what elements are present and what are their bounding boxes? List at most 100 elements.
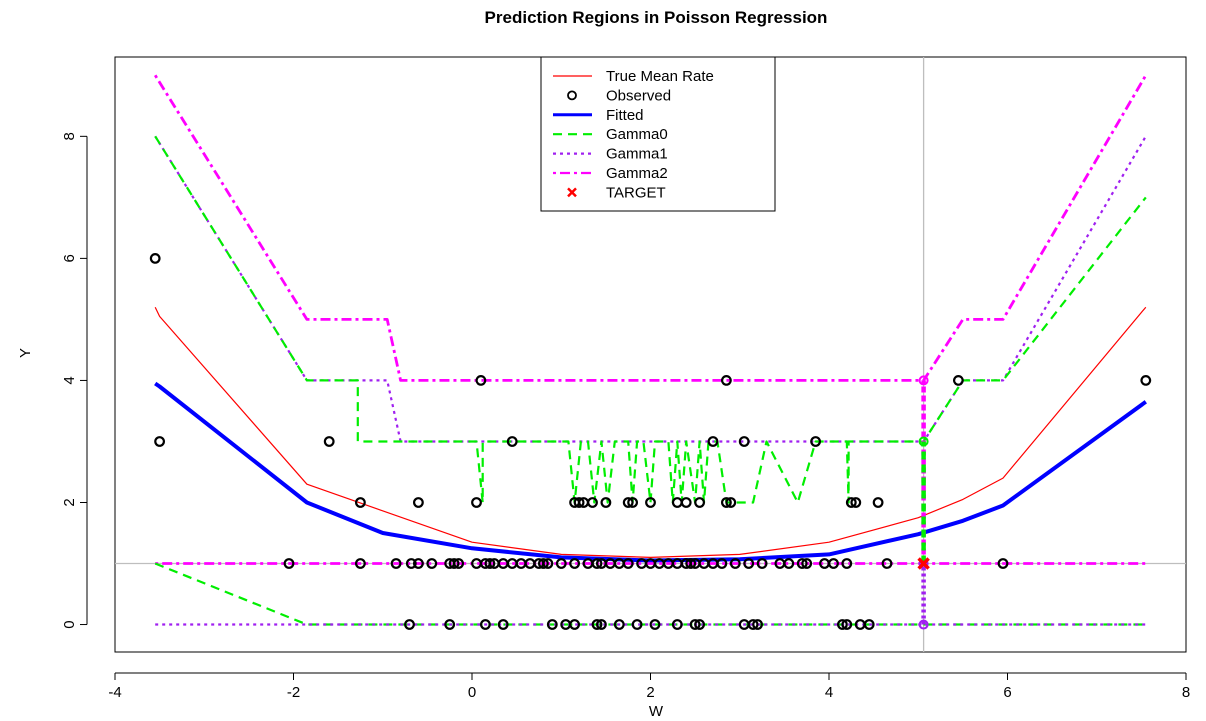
- observed-point: [587, 497, 598, 508]
- y-tick-label: 8: [61, 132, 78, 140]
- observed-point: [796, 558, 808, 569]
- series-fitted: [154, 381, 1147, 563]
- observed-point: [694, 619, 705, 630]
- x-axis: -4 -2 0 2 4 6 8: [108, 672, 1190, 701]
- observed-point: [747, 619, 759, 630]
- x-tick-label: 0: [468, 684, 476, 701]
- observed-point: [426, 558, 438, 569]
- y-axis-label: Y: [17, 348, 34, 358]
- observed-point: [390, 558, 402, 569]
- legend: True Mean Rate Observed Fitted Gamma0 Gamma1…: [540, 56, 776, 212]
- legend-fitted-label: Fitted: [606, 107, 644, 124]
- observed-point: [480, 619, 491, 630]
- observed-point: [721, 497, 732, 508]
- observed-point: [404, 619, 415, 630]
- observed-point: [323, 436, 335, 447]
- observed-point: [685, 558, 697, 569]
- target-marker: [917, 557, 930, 570]
- observed-point: [810, 436, 821, 447]
- observed-point: [631, 619, 643, 630]
- x-tick-label: 4: [825, 684, 833, 701]
- legend-observed-label: Observed: [606, 87, 671, 104]
- series-true-mean-rate: [154, 306, 1147, 559]
- observed-point: [546, 619, 558, 630]
- observed-point: [689, 619, 701, 630]
- x-tick-label: 6: [1003, 684, 1011, 701]
- observed-point: [721, 375, 732, 386]
- observed-point: [872, 497, 884, 508]
- observed-point: [729, 558, 741, 569]
- observed-point: [881, 558, 893, 569]
- observed-point: [752, 619, 763, 630]
- observed-point: [694, 497, 705, 508]
- observed-point: [573, 497, 585, 508]
- observed-point: [600, 497, 612, 508]
- series-layer: [154, 74, 1148, 626]
- observed-point: [841, 619, 853, 630]
- x-tick-label: -2: [287, 684, 300, 701]
- observed-point: [555, 558, 567, 569]
- x-tick-label: 8: [1182, 684, 1190, 701]
- observed-point: [569, 558, 580, 569]
- observed-point: [671, 619, 683, 630]
- observed-point: [622, 558, 634, 569]
- observed-point: [591, 619, 603, 630]
- observed-point: [837, 619, 848, 630]
- observed-point: [756, 558, 768, 569]
- observed-point: [413, 558, 424, 569]
- observed-point: [413, 497, 424, 508]
- observed-point: [953, 375, 964, 386]
- legend-gamma0-label: Gamma0: [606, 126, 668, 143]
- observed-point: [716, 558, 728, 569]
- observed-point: [850, 497, 862, 508]
- series-gamma0-lower: [154, 562, 1146, 626]
- legend-gamma1-label: Gamma1: [606, 146, 668, 163]
- observed-point: [569, 619, 580, 630]
- y-tick-label: 6: [61, 254, 78, 262]
- observed-point: [783, 558, 795, 569]
- observed-point: [671, 497, 683, 508]
- x-tick-label: 2: [646, 684, 654, 701]
- x-axis-label: W: [649, 703, 664, 720]
- observed-points: [149, 252, 1152, 630]
- observed-point: [645, 497, 656, 508]
- target-interval-end: [918, 375, 929, 386]
- chart-title: Prediction Regions in Poisson Regression: [485, 8, 828, 27]
- observed-point: [680, 497, 692, 508]
- observed-point: [1140, 375, 1152, 386]
- observed-point: [448, 558, 460, 569]
- observed-point: [707, 436, 719, 447]
- legend-box: [540, 56, 776, 212]
- observed-point: [863, 619, 875, 630]
- observed-point: [471, 497, 482, 508]
- target-layer: [917, 375, 930, 630]
- series-gamma2-upper: [154, 74, 1148, 382]
- target-interval-end: [918, 436, 929, 447]
- observed-point: [475, 375, 487, 386]
- observed-point: [591, 558, 603, 569]
- observed-point: [743, 558, 755, 569]
- observed-point: [627, 497, 638, 508]
- observed-point: [542, 558, 554, 569]
- observed-point: [355, 558, 366, 569]
- observed-point: [154, 436, 166, 447]
- observed-point: [738, 436, 750, 447]
- observed-point: [453, 558, 465, 569]
- observed-point: [997, 558, 1009, 569]
- legend-gamma2-label: Gamma2: [606, 165, 668, 182]
- legend-target-label: TARGET: [606, 184, 666, 201]
- series-gamma0-upper: [154, 135, 1147, 504]
- y-tick-label: 4: [61, 376, 78, 384]
- observed-point: [538, 558, 549, 569]
- legend-true-mean-rate-label: True Mean Rate: [606, 68, 714, 85]
- legend-observed-key: [567, 90, 577, 101]
- observed-point: [506, 436, 518, 447]
- observed-point: [649, 619, 661, 630]
- x-tick-label: -4: [108, 684, 121, 701]
- observed-point: [841, 558, 853, 569]
- target-interval-end: [918, 619, 929, 630]
- observed-point: [828, 558, 839, 569]
- observed-point: [497, 619, 509, 630]
- y-tick-label: 0: [61, 620, 78, 628]
